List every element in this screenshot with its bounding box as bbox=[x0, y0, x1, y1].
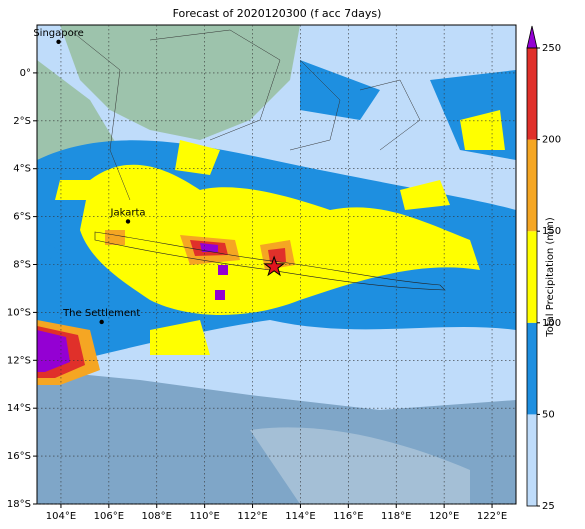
colorbar-segment bbox=[527, 414, 537, 506]
place-label: The Settlement bbox=[62, 308, 140, 319]
colorbar-segment bbox=[527, 231, 537, 323]
colorbar-extend bbox=[526, 25, 538, 49]
colorbar-segment bbox=[527, 322, 537, 415]
y-tick-label: 18°S bbox=[7, 499, 31, 510]
x-tick-label: 108°E bbox=[142, 511, 172, 522]
x-tick-label: 120°E bbox=[429, 511, 459, 522]
marker-star bbox=[263, 255, 286, 277]
colorbar-segment bbox=[527, 139, 537, 232]
y-tick-label: 10°S bbox=[7, 307, 31, 318]
x-tick-label: 106°E bbox=[94, 511, 124, 522]
place-dot bbox=[56, 39, 61, 44]
colorbar-tick-label: 250 bbox=[542, 43, 561, 54]
colorbar-tick-label: 100 bbox=[542, 318, 561, 329]
y-tick-label: 8°S bbox=[13, 260, 31, 271]
x-tick-label: 112°E bbox=[237, 511, 267, 522]
colorbar-tick-label: 25 bbox=[542, 501, 555, 512]
colorbar-frame bbox=[526, 47, 538, 507]
y-tick-label: 2°S bbox=[13, 116, 31, 127]
y-tick-label: 4°S bbox=[13, 164, 31, 175]
colorbar-label: Total Precipitation (mm) bbox=[545, 217, 556, 338]
colorbar-tick-label: 200 bbox=[542, 135, 561, 146]
x-tick-label: 110°E bbox=[189, 511, 219, 522]
place-label: Jakarta bbox=[110, 207, 146, 218]
y-tick-label: 6°S bbox=[13, 212, 31, 223]
chart-title: Forecast of 2020120300 (f acc 7days) bbox=[173, 7, 382, 20]
x-tick-label: 122°E bbox=[477, 511, 507, 522]
place-label: Singapore bbox=[33, 28, 83, 39]
colorbar-tick-label: 150 bbox=[542, 226, 561, 237]
y-tick-label: 16°S bbox=[7, 451, 31, 462]
x-tick-label: 118°E bbox=[381, 511, 411, 522]
x-tick-label: 104°E bbox=[46, 511, 76, 522]
map-field bbox=[37, 25, 516, 504]
place-dot bbox=[125, 219, 131, 224]
x-tick-label: 116°E bbox=[333, 511, 363, 522]
y-tick-label: 12°S bbox=[7, 355, 31, 366]
y-tick-label: 0° bbox=[20, 68, 31, 79]
colorbar-tick-label: 50 bbox=[542, 409, 555, 420]
place-dot bbox=[99, 319, 104, 325]
y-tick-label: 14°S bbox=[7, 403, 31, 414]
colorbar-segment bbox=[527, 48, 537, 140]
x-tick-label: 114°E bbox=[285, 511, 315, 522]
